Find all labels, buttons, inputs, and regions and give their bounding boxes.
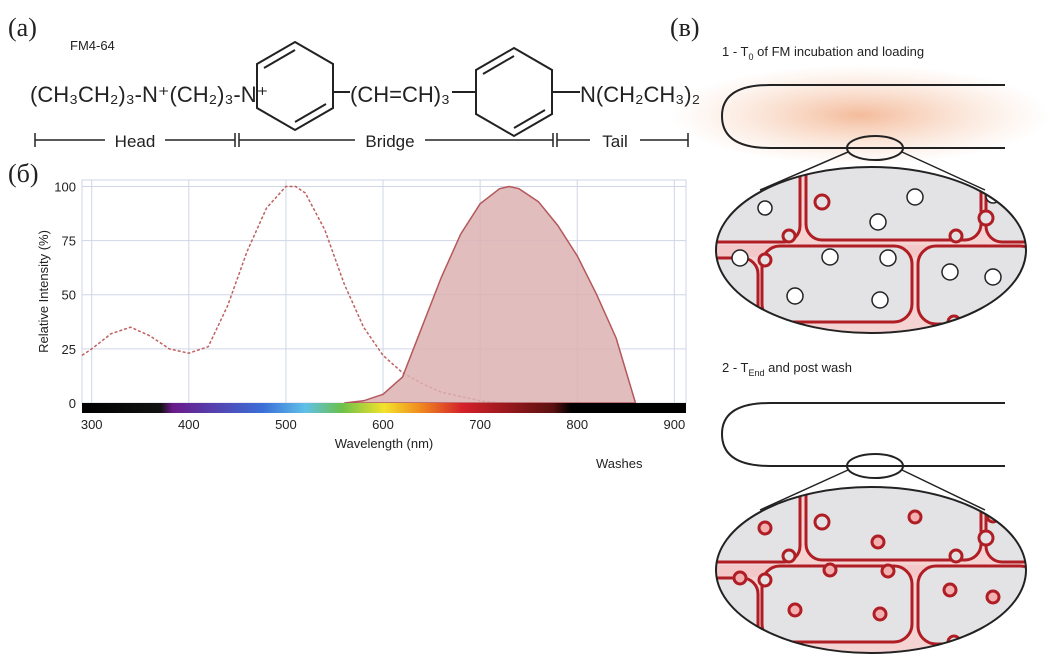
ring-bond [264,50,295,68]
step-text: of FM incubation and loading [754,44,925,59]
spectrum-bar [82,403,686,413]
step-label: 2 - TEnd and post wash [722,360,852,378]
x-tick-label: 300 [81,417,103,432]
segment-label: Tail [602,132,628,151]
y-tick-label: 0 [69,396,76,411]
spectrum-chart: 0 25 50 75 100 300 400 500 600 700 800 900 Wavelengt… [36,179,686,471]
x-tick-label: 700 [469,417,491,432]
ring-bond [514,110,545,128]
x-tick-label: 900 [663,417,685,432]
step-subscript: End [749,368,765,378]
ring-bond [295,104,326,122]
x-tick-label: 800 [566,417,588,432]
pyridinium-ring [257,42,333,130]
zoom-detail [690,150,1047,338]
panel-label: (б) [8,159,39,188]
step-text: and post wash [765,360,852,375]
x-tick-label: 500 [275,417,297,432]
step-text: 2 - T [722,360,749,375]
y-tick-label: 50 [62,288,76,303]
segment-label: Bridge [365,132,414,151]
annotation: Washes [596,456,643,471]
x-tick-label: 400 [178,417,200,432]
figure: (а) (б) (в) FM4-64 (CH₃CH₂)₃-N⁺(CH₂)₃-N⁺… [0,0,1047,659]
y-axis-label: Relative Intensity (%) [36,230,51,353]
y-tick-label: 100 [54,179,76,194]
axon-terminal [722,403,1005,466]
x-axis-label: Wavelength (nm) [335,436,434,451]
panel-label: (а) [8,13,37,42]
x-tick-label: 600 [372,417,394,432]
segment-label: Head [115,132,156,151]
step-label: 1 - T0 of FM incubation and loading [722,44,924,62]
panel-label: (в) [670,13,700,42]
zoom-detail [690,470,1047,658]
ring-bond [483,56,514,74]
formula-left: (CH₃CH₂)₃-N⁺(CH₂)₃-N⁺ [30,82,268,107]
y-tick-label: 25 [62,342,76,357]
benzene-ring [476,48,552,136]
step-text: 1 - T [722,44,749,59]
y-tick-label: 75 [62,234,76,249]
dye-name: FM4-64 [70,38,115,53]
dye-glow [670,65,1047,165]
formula-bridge: (CH=CH)₃ [350,82,450,107]
